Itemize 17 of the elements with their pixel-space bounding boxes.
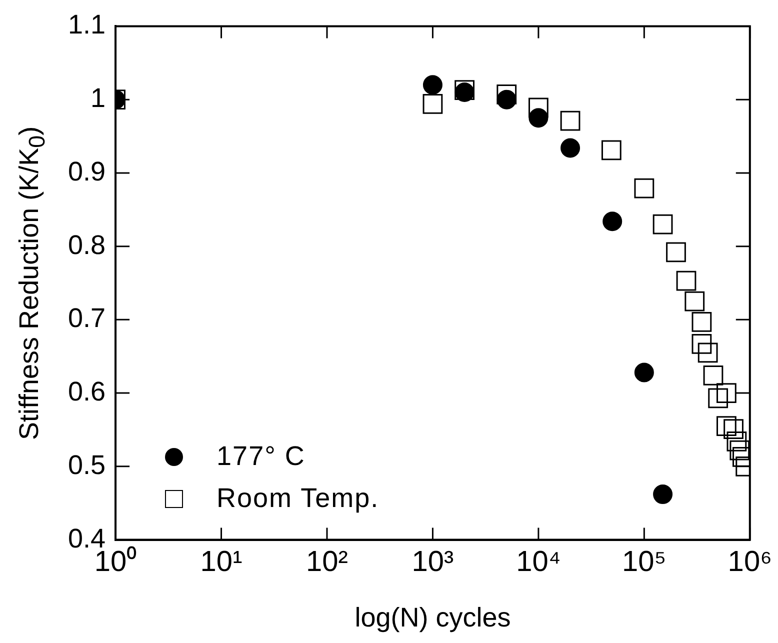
legend-label: 177° C — [216, 441, 306, 472]
y-tick-label: 1 — [90, 83, 106, 114]
x-tick-label: 10⁴ — [516, 546, 561, 578]
y-tick-label: 1.1 — [68, 10, 106, 40]
y-tick-label: 0.9 — [68, 156, 106, 186]
x-tick-label: 10¹ — [200, 546, 243, 578]
y-tick-label: 0.8 — [68, 230, 106, 260]
y-tick-label: 0.5 — [68, 450, 106, 480]
y-tick-label: 0.7 — [68, 303, 106, 334]
legend-label: Room Temp. — [216, 483, 380, 514]
x-tick-label: 10⁶ — [728, 546, 772, 578]
x-tick-label: 10³ — [412, 546, 454, 578]
y-tick-label: 0.6 — [68, 376, 106, 407]
x-axis-title: log(N) cycles — [354, 602, 511, 632]
x-tick-label: 10⁵ — [622, 546, 666, 578]
x-tick-label: 10² — [306, 546, 348, 578]
x-tick-label: 10⁰ — [94, 546, 137, 578]
